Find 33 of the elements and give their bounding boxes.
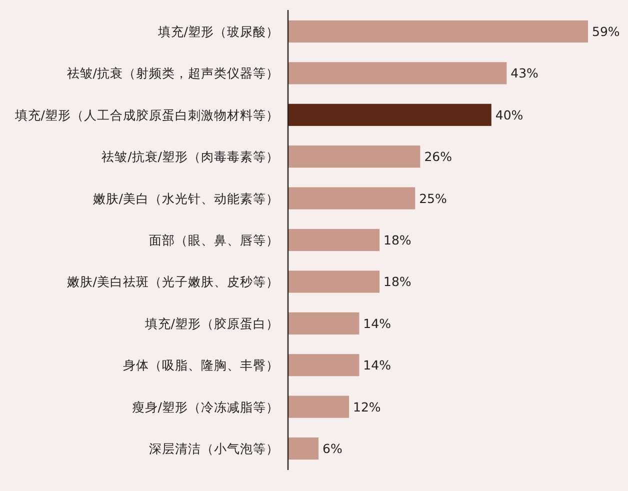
y-tick-label: 面部（眼、鼻、唇等）: [149, 232, 279, 248]
bar: [288, 270, 380, 293]
data-label: 14%: [363, 316, 392, 331]
bar: [288, 20, 588, 43]
data-label: 40%: [495, 107, 524, 122]
bar: [288, 146, 420, 168]
y-tick-label: 填充/塑形（玻尿酸）: [156, 24, 279, 39]
data-label: 12%: [353, 399, 381, 414]
bar: [288, 437, 319, 460]
data-label: 18%: [384, 232, 412, 248]
data-label: 18%: [384, 274, 412, 290]
y-tick-label: 祛皱/抗衰（射频类，超声类仪器等）: [66, 66, 279, 81]
bar: [288, 228, 380, 252]
data-label: 26%: [424, 149, 452, 164]
data-label: 59%: [592, 24, 620, 39]
data-label: 43%: [510, 66, 539, 81]
data-label: 6%: [322, 441, 342, 456]
y-tick-label: 身体（吸脂、隆胸、丰臀）: [123, 358, 279, 373]
y-tick-label: 填充/塑形（胶原蛋白）: [144, 316, 279, 331]
bar: [288, 354, 360, 376]
data-label: 14%: [363, 358, 392, 373]
y-tick-label: 嫩肤/美白祛斑（光子嫩肤、皮秒等）: [66, 274, 279, 290]
bar: [288, 104, 492, 126]
y-tick-label: 瘦身/塑形（冷冻减脂等）: [132, 399, 279, 414]
data-label: 25%: [419, 190, 448, 206]
y-tick-label: 祛皱/抗衰/塑形（肉毒毒素等）: [102, 149, 279, 164]
bar: [288, 396, 350, 418]
bar: [288, 187, 416, 210]
y-tick-label: 嫩肤/美白（水光针、动能素等）: [92, 190, 279, 206]
bar: [288, 312, 360, 334]
y-tick-label: 深层清洁（小气泡等）: [149, 441, 279, 456]
bar: [288, 62, 507, 84]
y-tick-label: 填充/塑形（人工合成胶原蛋白刺激物材料等）: [14, 107, 279, 122]
